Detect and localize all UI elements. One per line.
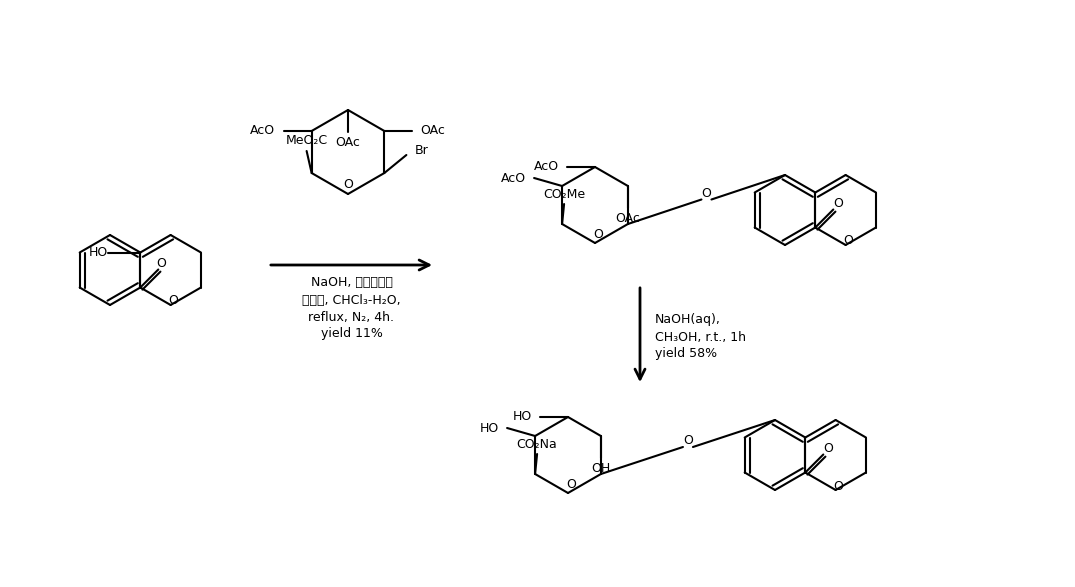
Text: O: O xyxy=(823,442,833,455)
Text: O: O xyxy=(702,187,712,200)
Text: AcO: AcO xyxy=(534,160,559,174)
Text: O: O xyxy=(169,295,178,308)
Text: CO₂Me: CO₂Me xyxy=(543,187,585,201)
Text: HO: HO xyxy=(513,410,532,423)
Text: NaOH, 三乙基苄基: NaOH, 三乙基苄基 xyxy=(311,276,392,289)
Text: O: O xyxy=(567,478,576,491)
Text: reflux, N₂, 4h.: reflux, N₂, 4h. xyxy=(309,311,395,323)
Text: O: O xyxy=(683,434,693,447)
Text: O: O xyxy=(343,177,353,191)
Text: yield 58%: yield 58% xyxy=(655,348,717,360)
Text: OH: OH xyxy=(591,461,611,474)
Text: Br: Br xyxy=(414,144,428,157)
Text: NaOH(aq),: NaOH(aq), xyxy=(655,313,721,326)
Text: CO₂Na: CO₂Na xyxy=(517,437,558,450)
Text: O: O xyxy=(844,234,854,248)
Text: HO: HO xyxy=(88,246,108,259)
Text: AcO: AcO xyxy=(501,171,526,184)
Text: AcO: AcO xyxy=(249,124,274,137)
Text: OAc: OAc xyxy=(420,124,445,137)
Text: O: O xyxy=(833,197,843,210)
Text: CH₃OH, r.t., 1h: CH₃OH, r.t., 1h xyxy=(655,330,746,343)
Text: MeO₂C: MeO₂C xyxy=(286,133,328,147)
Text: 渴化鑄, CHCl₃-H₂O,: 渴化鑄, CHCl₃-H₂O, xyxy=(302,294,401,306)
Text: yield 11%: yield 11% xyxy=(320,328,383,340)
Text: OAc: OAc xyxy=(616,211,641,224)
Text: O: O xyxy=(834,480,844,492)
Text: OAc: OAc xyxy=(335,136,360,149)
Text: O: O xyxy=(156,257,167,270)
Text: HO: HO xyxy=(479,421,499,434)
Text: O: O xyxy=(593,228,603,241)
